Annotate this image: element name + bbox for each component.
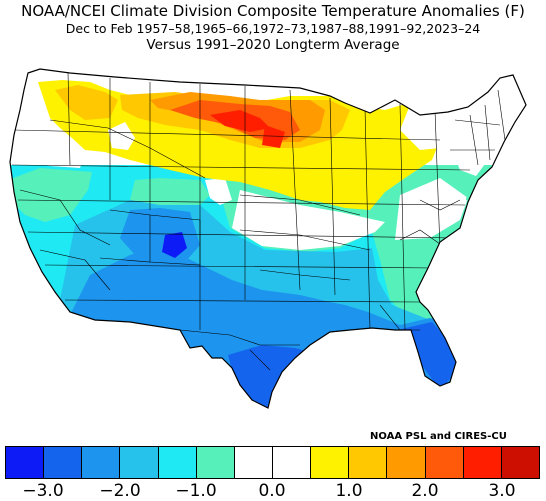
utah-band [130, 178, 210, 205]
anomaly-fill-layer [10, 69, 526, 408]
division-line [239, 194, 371, 281]
colorbar [5, 446, 540, 479]
central-plains-neutral [232, 190, 385, 250]
map-subtitle-baseline: Versus 1991–2020 Longterm Average [146, 37, 400, 53]
colorbar-swatch [6, 447, 45, 478]
wyoming-neutral [205, 178, 232, 205]
colorbar-swatch [501, 447, 539, 478]
colorbar-tick-label: 2.0 [411, 481, 439, 501]
colorbar-swatch [234, 447, 273, 478]
map-title: NOAA/NCEI Climate Division Composite Tem… [21, 2, 525, 20]
division-line [99, 209, 201, 266]
colorbar-swatch [387, 447, 426, 478]
colorbar-tick-label: −1.0 [175, 481, 217, 501]
colorbar-swatch [44, 447, 83, 478]
colorbar-tick-label: −2.0 [99, 481, 141, 501]
colorado-peak-cold [162, 232, 187, 258]
colorbar-tick-label: 3.0 [488, 481, 516, 501]
anomaly-map [9, 68, 527, 409]
division-line [67, 71, 441, 331]
oregon-coast-band [10, 168, 92, 222]
map-subtitle-years: Dec to Feb 1957–58,1965–66,1972–73,1987–… [65, 21, 481, 36]
division-line [11, 129, 471, 303]
data-credit: NOAA PSL and CIRES-CU [370, 431, 507, 442]
colorbar-swatch [272, 447, 312, 478]
colorbar-tick-label: 0.0 [258, 481, 286, 501]
division-line [450, 89, 506, 166]
colorbar-tick-label: −3.0 [22, 481, 64, 501]
montana-west-plus-1-5 [55, 85, 118, 120]
colorbar-swatch [120, 447, 159, 478]
washington-oregon-coast-neutral [10, 108, 85, 168]
division-line [399, 199, 461, 245]
idaho-neutral [108, 122, 135, 150]
north-dakota-peak [210, 110, 270, 132]
colorbar-swatch [463, 447, 502, 478]
division-borders [11, 71, 506, 371]
division-line [19, 189, 111, 291]
colorbar-swatch [349, 447, 388, 478]
colorado-cold-area [120, 208, 200, 272]
colorbar-swatch [196, 447, 235, 478]
colorbar-swatch [158, 447, 197, 478]
division-line [49, 119, 206, 179]
colorbar-swatch [425, 447, 464, 478]
colorbar-tick-label: 1.0 [335, 481, 363, 501]
colorbar-swatch [311, 447, 350, 478]
colorbar-swatch [82, 447, 121, 478]
mid-atlantic-neutral [395, 178, 468, 240]
florida-cold [388, 322, 458, 390]
minnesota-peak [262, 125, 285, 148]
us-outline [9, 68, 527, 409]
